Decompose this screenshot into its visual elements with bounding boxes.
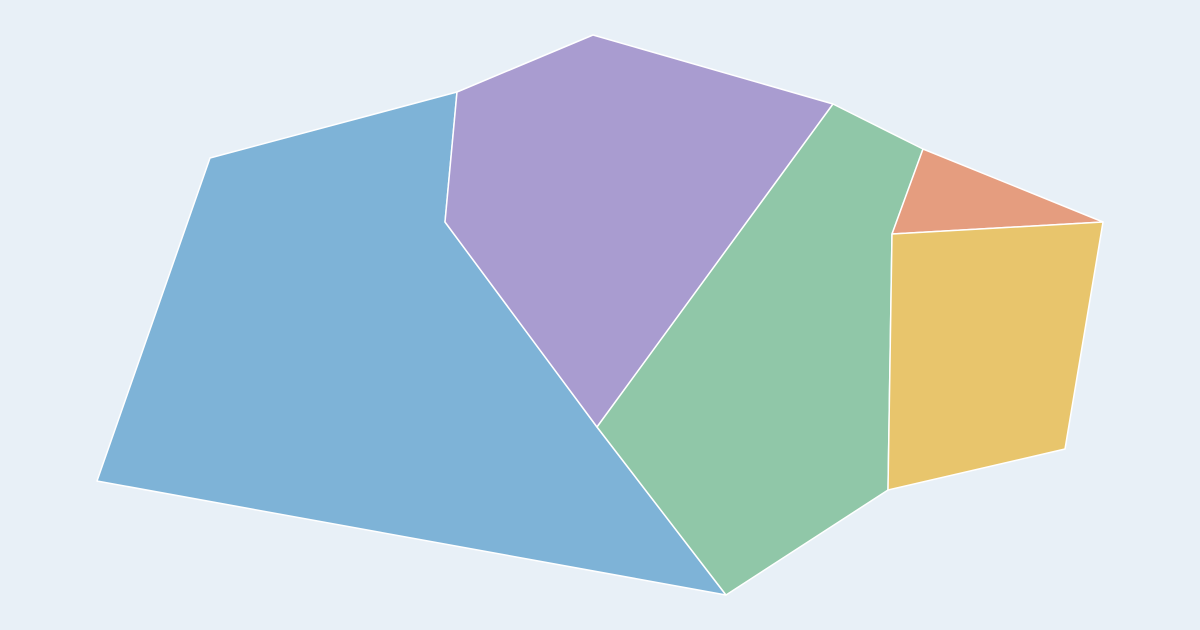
yellow-cell [887,221,1104,491]
